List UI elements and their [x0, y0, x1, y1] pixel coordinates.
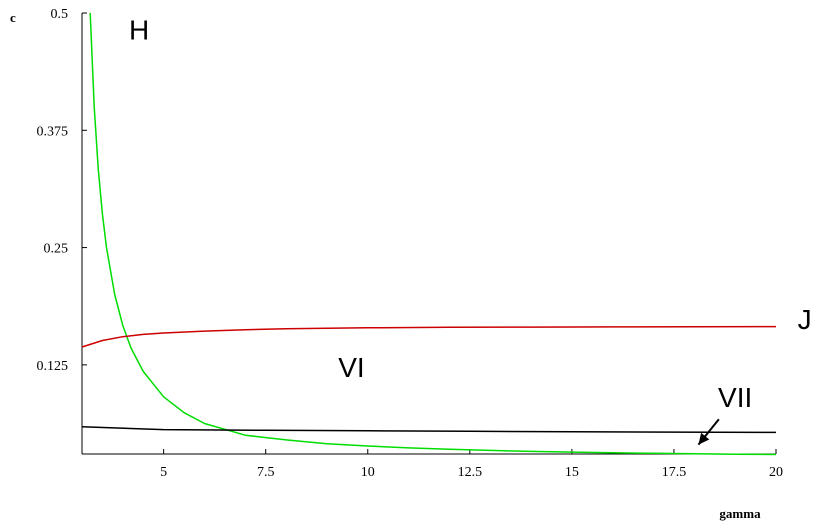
annotations: H J VI VII: [129, 14, 812, 446]
y-axis-label: c: [10, 10, 16, 25]
region-label: VI: [338, 352, 364, 383]
x-tick-label: 12.5: [458, 465, 483, 480]
y-tick-label: 0.125: [37, 359, 69, 374]
x-tick-label: 10: [361, 465, 375, 480]
axes: 0.125 0.25 0.375 0.5 5 7.5 10 12.5 15 17.5 20 c gamm…: [10, 7, 783, 521]
x-axis-label: gamma: [719, 506, 761, 521]
x-tick-label: 15: [565, 465, 579, 480]
series-line-1: [89, 12, 777, 456]
arrow-head: [698, 432, 710, 445]
region-label: J: [798, 304, 812, 335]
region-label: H: [129, 14, 149, 45]
x-tick-label: 17.5: [662, 465, 687, 480]
x-tick-label: 7.5: [257, 465, 275, 480]
x-tick-label: 20: [769, 465, 783, 480]
y-tick-label: 0.25: [44, 242, 69, 257]
y-tick-label: 0.375: [37, 124, 69, 139]
series-group: [81, 12, 777, 456]
x-tick-label: 5: [160, 465, 167, 480]
series-line-3: [81, 426, 777, 434]
region-label: VII: [718, 382, 752, 413]
series-line-2: [81, 325, 777, 348]
y-tick-label: 0.5: [51, 7, 69, 22]
